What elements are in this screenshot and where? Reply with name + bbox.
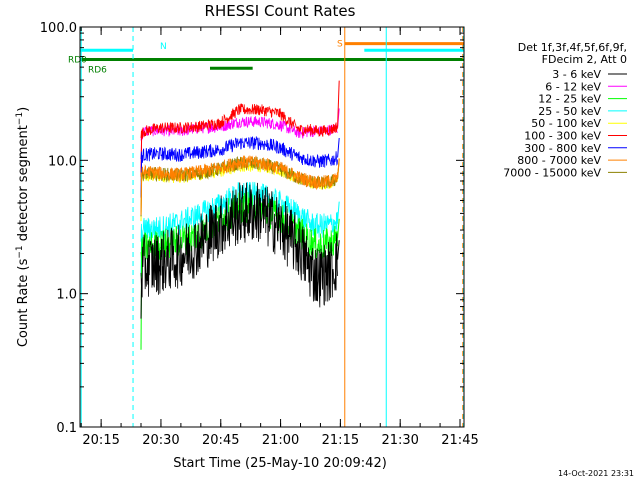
flag-label-n: N (160, 42, 167, 52)
x-axis-label: Start Time (25-May-10 20:09:42) (173, 456, 387, 471)
x-tick-label: 21:30 (381, 433, 418, 448)
x-tick-label: 20:30 (142, 433, 179, 448)
series-end-7 (337, 158, 340, 178)
series-end-2 (337, 218, 340, 239)
y-tick-label: 0.1 (56, 421, 77, 436)
legend-entry-label: 12 - 25 keV (538, 93, 601, 106)
y-tick-label: 100.0 (40, 21, 77, 36)
flag-label-rd0: RD0 (68, 56, 87, 66)
series-line-100-300keV (140, 103, 338, 139)
series-onset-7 (140, 174, 143, 215)
y-axis-label: Count Rate (s−1 detector segment−1) (15, 107, 31, 347)
legend-entry-label: 3 - 6 keV (552, 68, 601, 81)
y-label-superscript: −1 (15, 112, 25, 125)
x-tick-label: 21:45 (441, 433, 478, 448)
y-tick-label: 10.0 (48, 154, 77, 169)
x-tick-label: 21:00 (262, 433, 299, 448)
series-end-0 (337, 240, 340, 260)
y-label-text: Count Rate (s (16, 258, 31, 347)
legend-entry-label: 300 - 800 keV (524, 142, 601, 155)
plot-data-layer (140, 80, 340, 350)
axes-layer: 20:15 20:30 20:45 21:00 21:15 21:30 21:45 100.0… (40, 21, 479, 448)
series-end-5 (337, 80, 340, 127)
series-line-300-800keV (140, 136, 338, 169)
legend-entry-label: 6 - 12 keV (545, 80, 601, 93)
plot-frame (79, 26, 465, 428)
series-end-6 (337, 137, 340, 158)
vertical-markers-layer (80, 27, 465, 427)
legend-entry-label: 7000 - 15000 keV (503, 166, 601, 179)
y-tick-label: 1.0 (56, 288, 77, 303)
legend: Det 1f,3f,4f,5f,6f,9f,FDecim 2, Att 0 3 -… (503, 41, 627, 179)
flag-label-rd6: RD6 (88, 65, 107, 75)
legend-header-line: Det 1f,3f,4f,5f,6f,9f, (518, 41, 627, 54)
y-label-text: ) (16, 107, 31, 112)
chart-title: RHESSI Count Rates (205, 2, 356, 20)
series-end-3 (337, 201, 340, 222)
legend-entry-label: 800 - 7000 keV (517, 154, 601, 167)
timestamp-text: 14-Oct-2021 23:31 (558, 469, 634, 478)
series-line-3-6keV (140, 182, 338, 308)
y-label-superscript: −1 (15, 245, 25, 258)
series-line-800-7000keV (140, 155, 338, 191)
x-tick-label: 20:45 (202, 433, 239, 448)
legend-entry-label: 100 - 300 keV (524, 130, 601, 143)
legend-entry-label: 50 - 100 keV (531, 117, 601, 130)
x-tick-label: 21:15 (322, 433, 359, 448)
y-label-text: detector segment (16, 125, 31, 245)
legend-entry-label: 25 - 50 keV (538, 105, 601, 118)
legend-header-line: FDecim 2, Att 0 (542, 53, 627, 66)
flag-label-s: S (337, 40, 343, 50)
x-tick-label: 20:15 (82, 433, 119, 448)
